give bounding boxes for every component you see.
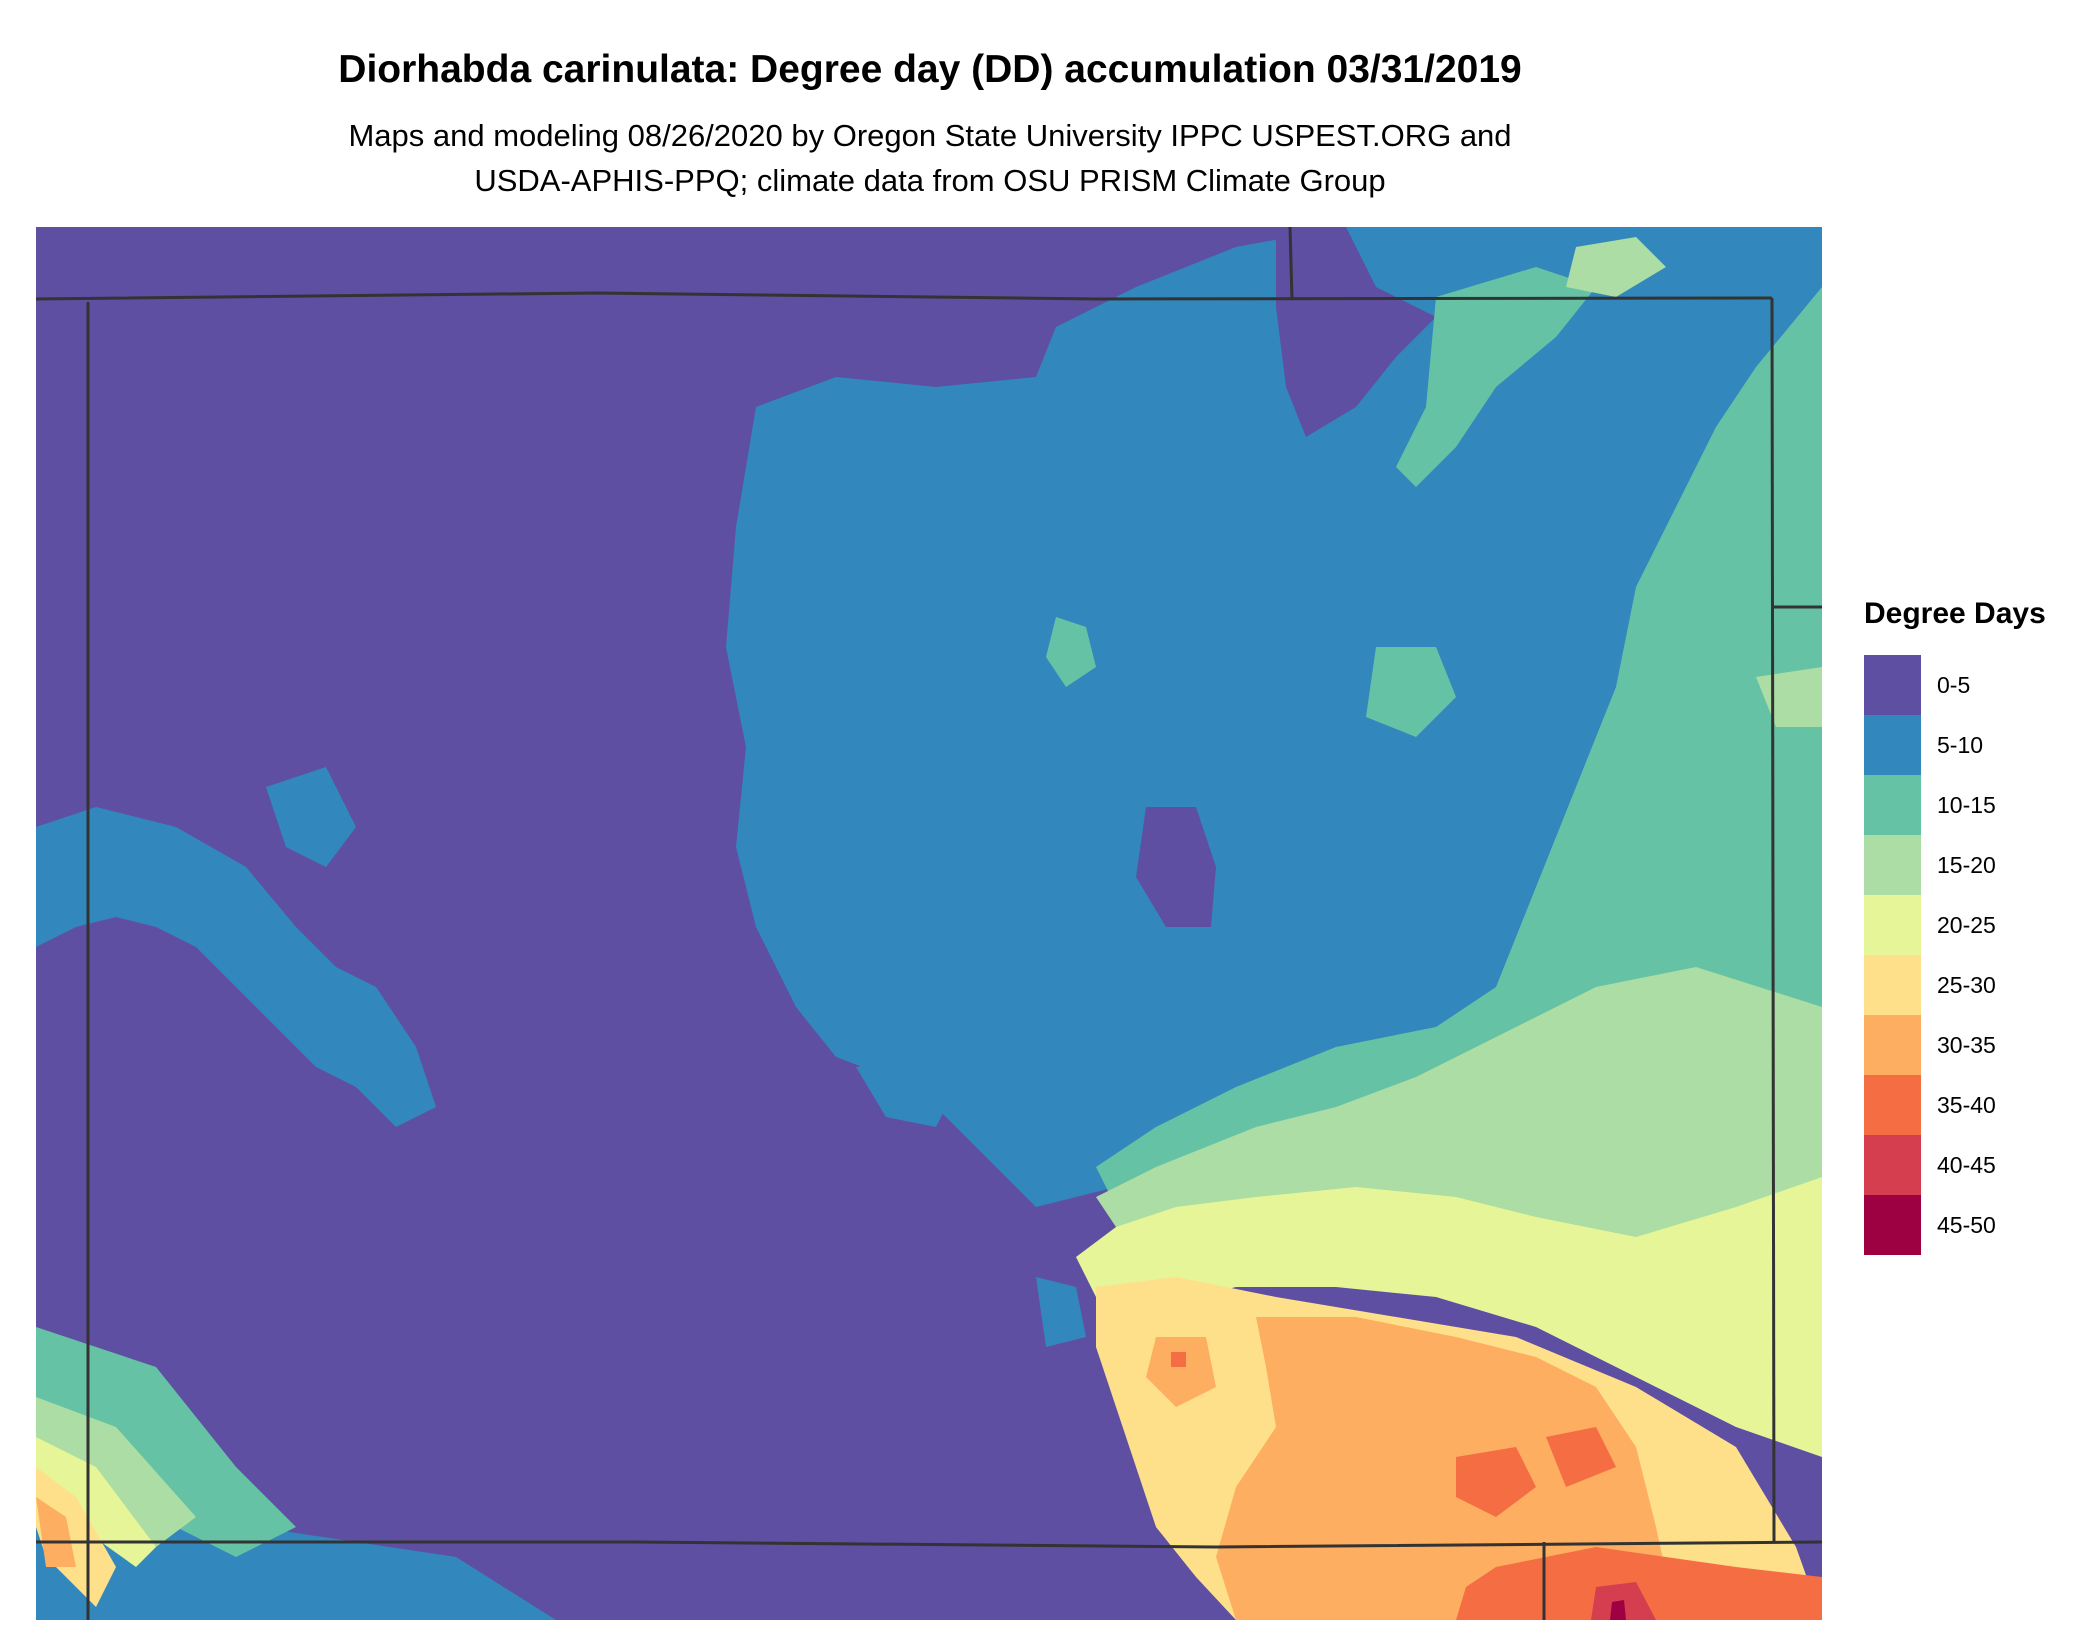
legend-item: 45-50	[1864, 1195, 2046, 1255]
legend-swatch	[1864, 1195, 1921, 1255]
legend-item: 30-35	[1864, 1015, 2046, 1075]
legend-item: 5-10	[1864, 715, 2046, 775]
legend-label: 10-15	[1937, 791, 1996, 818]
legend-label: 0-5	[1937, 671, 1971, 698]
map-subtitle-line1: Maps and modeling 08/26/2020 by Oregon S…	[348, 118, 1512, 153]
zone-5-10-west	[36, 807, 436, 1127]
legend: Degree Days 0-5 5-10 10-15 15-20 20-25 25-30 3…	[1864, 597, 2046, 1255]
legend-label: 25-30	[1937, 971, 1996, 998]
legend-label: 15-20	[1937, 851, 1996, 878]
legend-label: 40-45	[1937, 1151, 1996, 1178]
legend-swatch	[1864, 895, 1921, 955]
legend-item: 35-40	[1864, 1075, 2046, 1135]
legend-label: 30-35	[1937, 1031, 1996, 1058]
legend-title: Degree Days	[1864, 597, 2046, 630]
legend-item: 0-5	[1864, 655, 2046, 715]
map-subtitle-line2: USDA-APHIS-PPQ; climate data from OSU PR…	[474, 163, 1386, 198]
legend-label: 20-25	[1937, 911, 1996, 938]
legend-item: 20-25	[1864, 895, 2046, 955]
legend-item: 10-15	[1864, 775, 2046, 835]
zone-35-40	[1456, 1447, 1536, 1517]
degree-day-map	[36, 227, 1822, 1620]
legend-item: 15-20	[1864, 835, 2046, 895]
legend-swatch	[1864, 655, 1921, 715]
legend-swatch	[1864, 715, 1921, 775]
legend-item: 25-30	[1864, 955, 2046, 1015]
legend-swatch	[1864, 835, 1921, 895]
zone-45-50	[1610, 1600, 1626, 1620]
legend-swatch	[1864, 775, 1921, 835]
legend-swatch	[1864, 1015, 1921, 1075]
legend-label: 5-10	[1937, 731, 1984, 758]
legend-swatch	[1864, 1075, 1921, 1135]
legend-swatch	[1864, 1135, 1921, 1195]
legend-items: 0-5 5-10 10-15 15-20 20-25 25-30 30-35 35-40 40-…	[1864, 655, 2046, 1255]
map-title: Diorhabda carinulata: Degree day (DD) ac…	[338, 48, 1522, 91]
legend-swatch	[1864, 955, 1921, 1015]
zone-20-25	[1076, 1177, 1822, 1457]
legend-item: 40-45	[1864, 1135, 2046, 1195]
legend-label: 35-40	[1937, 1091, 1996, 1118]
state-borders	[36, 227, 1822, 1620]
legend-label: 45-50	[1937, 1211, 1996, 1238]
